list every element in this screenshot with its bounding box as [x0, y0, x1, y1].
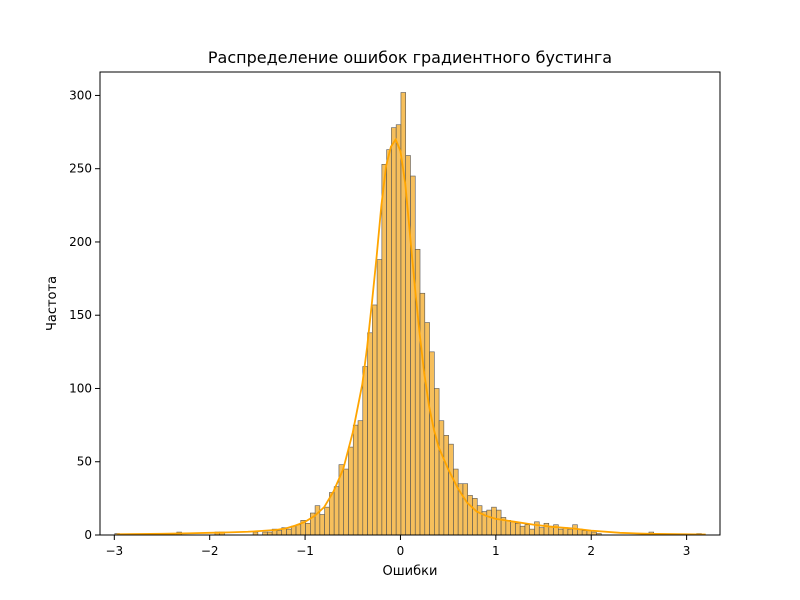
- bars-layer: [114, 92, 702, 536]
- histogram-bar: [538, 527, 545, 536]
- axes-frame: [99, 71, 721, 536]
- histogram-bar: [395, 124, 402, 536]
- histogram-bar: [410, 175, 416, 536]
- histogram-bar: [476, 505, 483, 536]
- histogram-bar: [329, 492, 335, 536]
- histogram-bar: [519, 525, 526, 536]
- histogram-bar: [324, 506, 330, 536]
- y-tick-label: 300: [69, 88, 92, 102]
- y-axis-label: Частота: [45, 276, 60, 331]
- histogram-bar: [510, 521, 516, 536]
- histogram-bar: [424, 322, 430, 536]
- x-tick-label: −3: [105, 544, 123, 558]
- histogram-bar: [357, 420, 364, 536]
- histogram-bar: [352, 424, 359, 536]
- histogram-bar: [529, 528, 535, 536]
- histogram-bar: [305, 522, 311, 536]
- histogram-bar: [290, 525, 297, 536]
- y-tick-label: 50: [77, 455, 92, 469]
- histogram-bar: [434, 388, 440, 536]
- x-tick-label: −1: [296, 544, 314, 558]
- histogram-bar: [534, 521, 540, 536]
- histogram-bar: [314, 505, 321, 536]
- histogram-bar: [543, 522, 550, 536]
- histogram-bar: [472, 498, 478, 536]
- histogram-bar: [391, 127, 397, 536]
- y-tick-label: 150: [69, 308, 92, 322]
- histogram-bar: [515, 522, 521, 536]
- histogram-bar: [486, 509, 492, 536]
- histogram-bar: [453, 468, 459, 536]
- x-tick-label: 1: [492, 544, 500, 558]
- chart-title: Распределение ошибок градиентного бустин…: [208, 48, 612, 67]
- y-tick-label: 200: [69, 235, 92, 249]
- y-tick-label: 100: [69, 381, 92, 395]
- histogram-bar: [467, 495, 473, 536]
- kde-curve: [117, 137, 706, 536]
- histogram-bar: [419, 292, 426, 536]
- histogram-bar: [581, 530, 588, 536]
- histogram-bar: [343, 468, 349, 536]
- histogram-bar: [462, 483, 469, 536]
- histogram-bar: [276, 530, 283, 536]
- histogram-bar: [386, 149, 392, 536]
- histogram-bar: [558, 528, 564, 536]
- x-axis-label: Ошибки: [383, 564, 438, 579]
- histogram-bar: [367, 332, 373, 536]
- y-axis-ticks: 0 50 100 150 200 250 300: [69, 88, 100, 542]
- x-axis-ticks: −3 −2 −1 0 1 2 3: [105, 535, 690, 558]
- histogram-bar: [372, 304, 378, 536]
- x-tick-label: 2: [587, 544, 595, 558]
- x-tick-label: 3: [683, 544, 691, 558]
- histogram-bar: [429, 351, 435, 536]
- y-tick-label: 250: [69, 162, 92, 176]
- histogram-bar: [295, 524, 302, 536]
- histogram-bar: [567, 528, 573, 536]
- histogram-bar: [362, 366, 368, 536]
- histogram-bar: [438, 420, 445, 536]
- y-tick-label: 0: [84, 528, 92, 542]
- histogram-bar: [524, 524, 531, 536]
- histogram-bar: [496, 509, 502, 536]
- histogram-bar: [319, 514, 325, 536]
- histogram-bar: [448, 443, 454, 536]
- x-tick-label: −2: [201, 544, 219, 558]
- histogram-bar: [505, 520, 511, 536]
- histogram-bar: [491, 506, 497, 536]
- histogram-bar: [376, 259, 383, 536]
- histogram-bar: [348, 446, 354, 536]
- histogram-bar: [381, 164, 387, 536]
- histogram-bar: [286, 528, 292, 536]
- histogram-bar: [443, 435, 449, 536]
- x-tick-label: 0: [397, 544, 405, 558]
- histogram-bar: [333, 486, 340, 536]
- histogram-bar: [572, 524, 578, 536]
